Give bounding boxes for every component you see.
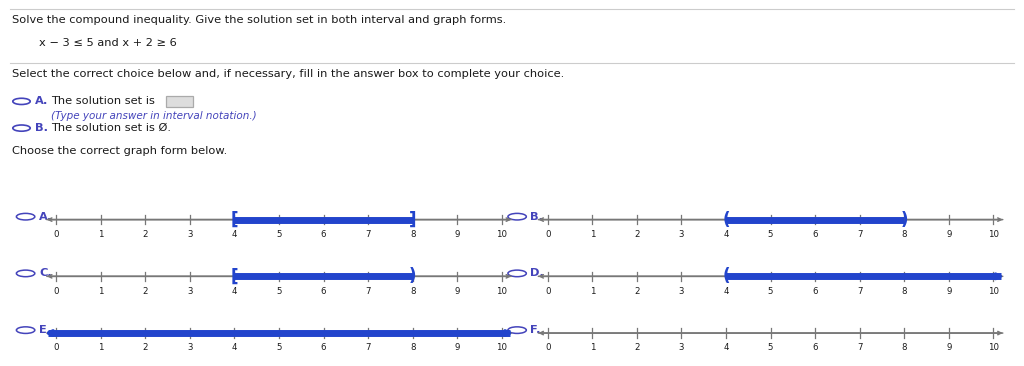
Text: 3: 3 — [679, 230, 684, 239]
FancyBboxPatch shape — [166, 96, 193, 107]
Text: 1: 1 — [590, 230, 595, 239]
Text: (: ( — [722, 267, 730, 285]
Text: 4: 4 — [231, 230, 238, 239]
Text: 4: 4 — [723, 230, 729, 239]
Text: A.: A. — [39, 212, 52, 222]
Text: The solution set is Ø.: The solution set is Ø. — [51, 123, 171, 133]
Text: 10: 10 — [988, 343, 998, 352]
Text: 4: 4 — [231, 287, 238, 296]
Text: B.: B. — [35, 123, 48, 133]
Text: 5: 5 — [276, 287, 282, 296]
Text: 9: 9 — [946, 230, 951, 239]
Text: 0: 0 — [53, 287, 59, 296]
Text: 3: 3 — [679, 287, 684, 296]
Text: 0: 0 — [53, 230, 59, 239]
Text: 7: 7 — [857, 230, 862, 239]
Text: 1: 1 — [98, 230, 103, 239]
Text: Select the correct choice below and, if necessary, fill in the answer box to com: Select the correct choice below and, if … — [12, 69, 564, 79]
Text: (Type your answer in interval notation.): (Type your answer in interval notation.) — [51, 111, 257, 120]
Text: The solution set is: The solution set is — [51, 96, 159, 107]
Text: 6: 6 — [812, 287, 818, 296]
Text: 5: 5 — [768, 230, 773, 239]
Text: 0: 0 — [545, 230, 551, 239]
Text: 0: 0 — [545, 343, 551, 352]
Text: 1: 1 — [590, 287, 595, 296]
Text: 6: 6 — [812, 230, 818, 239]
Text: 9: 9 — [946, 287, 951, 296]
Text: 1: 1 — [98, 343, 103, 352]
Text: 9: 9 — [455, 343, 460, 352]
Text: 3: 3 — [679, 343, 684, 352]
Text: 5: 5 — [276, 230, 282, 239]
Text: 6: 6 — [321, 230, 327, 239]
Text: [: [ — [230, 210, 239, 229]
Text: 1: 1 — [590, 343, 595, 352]
Text: 5: 5 — [768, 343, 773, 352]
Text: 8: 8 — [410, 287, 416, 296]
Text: Choose the correct graph form below.: Choose the correct graph form below. — [12, 146, 227, 156]
Text: C.: C. — [39, 268, 51, 279]
Text: 7: 7 — [857, 343, 862, 352]
Text: 4: 4 — [231, 343, 238, 352]
Text: 9: 9 — [455, 287, 460, 296]
Text: 10: 10 — [497, 343, 507, 352]
Text: D.: D. — [530, 268, 545, 279]
Text: B.: B. — [530, 212, 544, 222]
Text: 6: 6 — [321, 343, 327, 352]
Text: x − 3 ≤ 5 and x + 2 ≥ 6: x − 3 ≤ 5 and x + 2 ≥ 6 — [39, 38, 177, 48]
Text: 5: 5 — [768, 287, 773, 296]
Text: 6: 6 — [321, 287, 327, 296]
Text: 0: 0 — [545, 287, 551, 296]
Text: 2: 2 — [634, 230, 640, 239]
Text: 2: 2 — [634, 343, 640, 352]
Text: 9: 9 — [946, 343, 951, 352]
Text: 2: 2 — [142, 230, 148, 239]
Text: 4: 4 — [723, 343, 729, 352]
Text: 7: 7 — [366, 287, 371, 296]
Text: 9: 9 — [455, 230, 460, 239]
Text: E.: E. — [39, 325, 51, 335]
Text: 8: 8 — [410, 343, 416, 352]
Text: 3: 3 — [187, 230, 193, 239]
Text: 8: 8 — [901, 287, 907, 296]
Text: 8: 8 — [901, 230, 907, 239]
Text: 4: 4 — [723, 287, 729, 296]
Text: 10: 10 — [988, 287, 998, 296]
Text: Solve the compound inequality. Give the solution set in both interval and graph : Solve the compound inequality. Give the … — [12, 15, 507, 25]
Text: 8: 8 — [901, 343, 907, 352]
Text: (: ( — [722, 210, 730, 229]
Text: 5: 5 — [276, 343, 282, 352]
Text: 2: 2 — [142, 343, 148, 352]
Text: 7: 7 — [366, 343, 371, 352]
Text: 3: 3 — [187, 287, 193, 296]
Text: ]: ] — [409, 210, 417, 229]
Text: F.: F. — [530, 325, 541, 335]
Text: 8: 8 — [410, 230, 416, 239]
Text: 2: 2 — [634, 287, 640, 296]
Text: 7: 7 — [366, 230, 371, 239]
Text: A.: A. — [35, 96, 48, 107]
Text: 7: 7 — [857, 287, 862, 296]
Text: 0: 0 — [53, 343, 59, 352]
Text: [: [ — [230, 267, 239, 285]
Text: 2: 2 — [142, 287, 148, 296]
Text: ): ) — [900, 210, 908, 229]
Text: 1: 1 — [98, 287, 103, 296]
Text: 3: 3 — [187, 343, 193, 352]
Text: 6: 6 — [812, 343, 818, 352]
Text: ): ) — [409, 267, 417, 285]
Text: 10: 10 — [497, 287, 507, 296]
Text: 10: 10 — [988, 230, 998, 239]
Text: 10: 10 — [497, 230, 507, 239]
